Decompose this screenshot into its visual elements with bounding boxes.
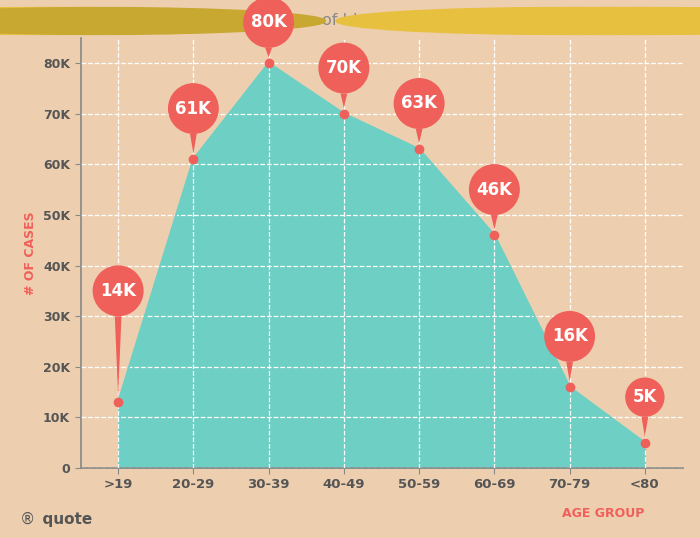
Text: 63K: 63K [401,95,437,144]
Text: Reported Cases of Identity Theft (2017): Reported Cases of Identity Theft (2017) [191,13,509,29]
Text: quote: quote [32,512,92,527]
Circle shape [0,8,290,34]
Text: ®: ® [20,512,36,527]
Text: AGE GROUP: AGE GROUP [561,507,644,520]
Text: 46K: 46K [477,181,512,230]
Text: 80K: 80K [251,13,286,58]
Circle shape [368,8,700,34]
Text: 5K: 5K [633,388,657,437]
Circle shape [0,8,256,34]
Circle shape [0,8,326,34]
Text: 14K: 14K [100,282,136,397]
Y-axis label: # OF CASES: # OF CASES [25,211,37,295]
Circle shape [399,8,700,34]
Text: 61K: 61K [176,100,211,154]
Circle shape [336,8,700,34]
Text: 70K: 70K [326,59,362,108]
Circle shape [430,8,700,34]
Text: 16K: 16K [552,328,587,381]
